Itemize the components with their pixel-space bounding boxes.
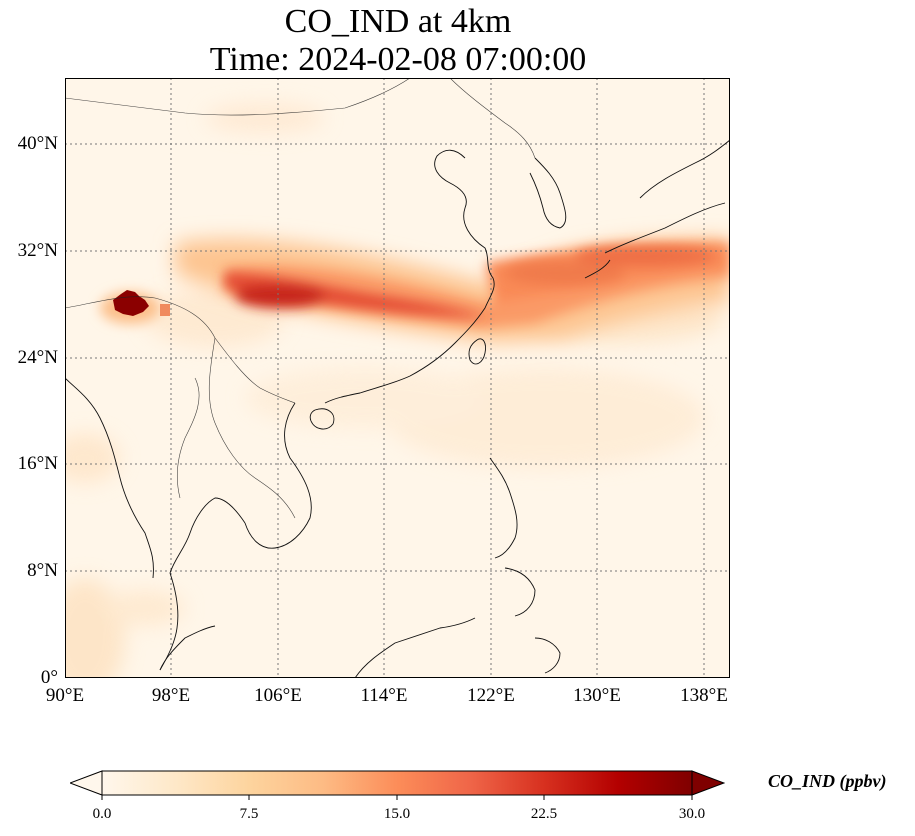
lat-label-40n: 40°N [17,133,58,154]
map-panel[interactable] [65,78,730,678]
gridlines [65,78,730,678]
colorbar-tick-0: 0.0 [92,806,112,822]
colorbar-extend-min [70,770,103,796]
concentration-map [65,78,730,678]
colorbar-label: CO_IND (ppbv) [768,771,887,791]
hotspot-source [100,290,170,324]
background-haze [65,103,725,678]
lat-label-0: 0° [40,667,58,688]
map-subtitle-time: Time: 2024-02-08 07:00:00 [209,41,587,78]
coastlines [65,139,730,678]
colorbar-tick-3: 22.5 [530,806,558,822]
lon-label-90e: 90°E [45,685,85,706]
colorbar [70,770,725,800]
map-title: CO_IND at 4km [284,3,512,40]
colorbar-gradient [101,770,693,796]
lat-label-32n: 32°N [17,240,58,261]
lon-label-130e: 130°E [573,685,621,706]
colorbar-tick-2: 15.0 [383,806,411,822]
colorbar-tick-1: 7.5 [239,806,259,822]
lat-label-16n: 16°N [17,453,58,474]
colorbar-tick-4: 30.0 [678,806,706,822]
lon-label-106e: 106°E [254,685,302,706]
country-borders [65,78,536,519]
lon-label-114e: 114°E [360,685,408,706]
colorbar-extend-max [691,770,725,796]
lat-label-8n: 8°N [27,560,58,581]
map-border [65,78,730,678]
lon-label-122e: 122°E [467,685,515,706]
lon-label-138e: 138°E [680,685,728,706]
lon-label-98e: 98°E [151,685,191,706]
lat-label-24n: 24°N [17,347,58,368]
